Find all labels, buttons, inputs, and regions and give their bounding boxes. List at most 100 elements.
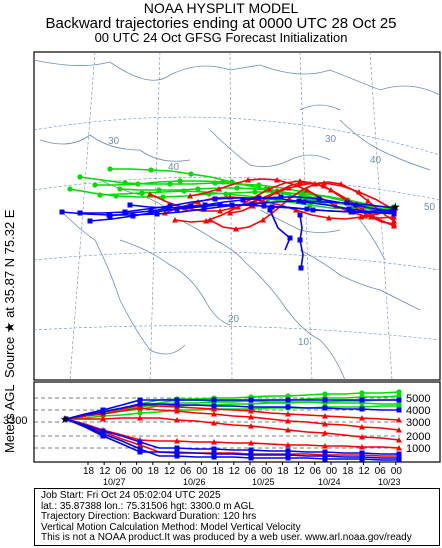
- red-profile: [63, 402, 402, 423]
- x-tick-label: 06: [375, 466, 387, 477]
- source-label-text: Source ★ at 35.87 N 75.32 E: [2, 209, 17, 378]
- trajectory-marker: [256, 182, 262, 188]
- trajectory-marker: [100, 416, 106, 422]
- profile-x-ticks: 18 12 06 00 18 12 06 00 18 12 06 00 18 12 06 00 18 12 06 00: [83, 462, 402, 477]
- source-star-map: ★: [390, 200, 401, 214]
- trajectory-marker: [59, 209, 65, 215]
- y-tick-label: 1000: [406, 443, 430, 455]
- trajectory-marker: [396, 397, 402, 403]
- trajectory-marker: [229, 179, 235, 185]
- trajectory-marker: [174, 453, 180, 459]
- trajectory-marker: [322, 391, 328, 397]
- x-tick-label: 12: [294, 466, 306, 477]
- y-tick-label: 5000: [406, 393, 430, 405]
- trajectory-marker: [248, 397, 254, 403]
- source-label: Source ★ at 35.87 N 75.32 E: [0, 88, 17, 378]
- trajectory-marker: [137, 401, 143, 407]
- trajectory-marker: [287, 235, 293, 241]
- start-height-label: 3300: [3, 415, 27, 427]
- trajectory-marker: [248, 452, 254, 458]
- trajectory-marker: [348, 209, 354, 215]
- profile-trajectories: [63, 389, 402, 463]
- trajectory-marker: [147, 191, 153, 197]
- trajectory-marker: [77, 210, 83, 216]
- trajectory-marker: [100, 428, 106, 434]
- x-tick-label: 12: [358, 466, 370, 477]
- trajectory-marker: [223, 191, 229, 197]
- graticule: [34, 52, 440, 380]
- x-tick-label: 00: [132, 466, 144, 477]
- trajectory-marker: [187, 193, 193, 199]
- lat-label: 30: [108, 136, 120, 147]
- location-line: lat.: 35.87388 lon.: 75.31506 hgt: 3300.…: [41, 500, 254, 512]
- trajectory-marker: [368, 214, 374, 220]
- trajectory-marker: [293, 207, 299, 213]
- trajectory-marker: [391, 214, 397, 220]
- trajectory-marker: [285, 452, 291, 458]
- x-tick-label: 00: [196, 466, 208, 477]
- trajectory-marker: [211, 403, 217, 409]
- job-info-footer: Job Start: Fri Oct 24 05:02:04 UTC 2025 …: [34, 488, 440, 546]
- trajectory-marker: [148, 208, 154, 214]
- trajectory-marker: [211, 454, 217, 460]
- trajectory-marker: [248, 447, 254, 453]
- trajectory-marker: [217, 208, 223, 214]
- trajectory-marker: [154, 211, 160, 217]
- disclaimer-line: This is not a NOAA product.It was produc…: [41, 532, 412, 543]
- trajectory-marker: [67, 186, 73, 192]
- trajectory-marker: [278, 194, 284, 200]
- trajectory-marker: [211, 411, 217, 417]
- lat-labels: 30 40 20 10 30 40 50: [108, 134, 436, 348]
- trajectory-marker: [359, 456, 365, 462]
- trajectory-marker: [298, 265, 304, 271]
- direction-line: Trajectory Direction: Backward Duration:…: [41, 511, 257, 522]
- trajectory-marker: [261, 203, 267, 209]
- trajectory-marker: [216, 186, 222, 192]
- trajectory-marker: [301, 199, 307, 205]
- date-label: 10/27: [103, 477, 126, 487]
- trajectory-marker: [177, 178, 183, 184]
- trajectory-marker: [107, 213, 113, 219]
- date-label: 10/23: [378, 477, 401, 487]
- x-tick-label: 06: [245, 466, 257, 477]
- x-tick-label: 18: [83, 466, 95, 477]
- trajectory-marker: [396, 407, 402, 413]
- trajectory-marker: [353, 202, 359, 208]
- trajectory-marker: [240, 197, 246, 203]
- x-tick-label: 18: [277, 466, 289, 477]
- trajectory-marker: [396, 389, 402, 395]
- date-label: 10/26: [183, 477, 206, 487]
- lat-label: 30: [325, 134, 337, 145]
- trajectory-marker: [160, 194, 166, 200]
- trajectory-marker: [165, 205, 171, 211]
- trajectory-marker: [338, 181, 344, 187]
- source-star-profile: ★: [60, 414, 70, 426]
- trajectory-marker: [260, 217, 266, 223]
- trajectory-marker: [202, 202, 208, 208]
- profile-ylabel: Meters AGL: [2, 384, 17, 453]
- trajectory-marker: [148, 167, 154, 173]
- trajectory-marker: [322, 453, 328, 459]
- x-tick-label: 00: [391, 466, 403, 477]
- trajectory-marker: [297, 237, 303, 243]
- trajectory-marker: [201, 206, 207, 212]
- trajectory-marker: [322, 443, 328, 449]
- trajectory-marker: [87, 218, 93, 224]
- trajectory-marker: [266, 186, 272, 192]
- trajectory-marker: [396, 457, 402, 463]
- trajectory-marker: [139, 190, 145, 196]
- trajectory-marker: [211, 406, 217, 412]
- trajectory-marker: [174, 450, 180, 456]
- trajectory-marker: [359, 415, 365, 421]
- trajectory-marker: [285, 448, 291, 454]
- trajectory-marker: [248, 414, 254, 420]
- y-tick-label: 2000: [406, 431, 430, 443]
- trajectory-marker: [322, 449, 328, 455]
- trajectory-marker: [174, 206, 180, 212]
- lat-label: 20: [228, 314, 240, 325]
- vertical-motion-line: Vertical Motion Calculation Method: Mode…: [41, 521, 301, 533]
- x-tick-label: 18: [148, 466, 160, 477]
- trajectory-marker: [359, 450, 365, 456]
- lat-label: 10: [298, 337, 310, 348]
- y-tick-label: 4000: [406, 405, 430, 417]
